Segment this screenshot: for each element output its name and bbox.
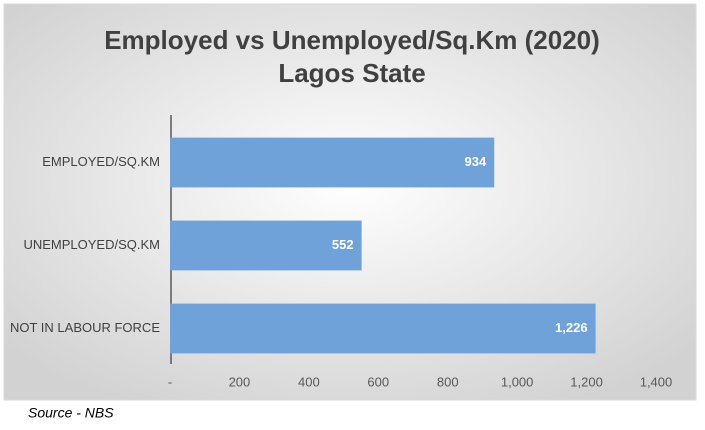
x-tick-label: 1,000 <box>501 374 534 389</box>
x-tick-label: 800 <box>437 374 459 389</box>
chart-subtitle: Lagos State <box>278 58 425 88</box>
data-label: 1,226 <box>555 320 588 335</box>
y-tick-label: UNEMPLOYED/SQ.KM <box>23 237 160 252</box>
bar <box>170 220 362 271</box>
chart-title: Employed vs Unemployed/Sq.Km (2020) <box>104 25 600 55</box>
bar <box>170 137 495 188</box>
data-label: 552 <box>332 237 354 252</box>
x-tick-label: - <box>168 374 172 389</box>
x-tick-label: 1,400 <box>640 374 673 389</box>
x-tick-label: 600 <box>367 374 389 389</box>
source-note: Source - NBS <box>28 405 114 421</box>
data-label: 934 <box>465 154 487 169</box>
x-tick-label: 1,200 <box>570 374 603 389</box>
y-tick-label: EMPLOYED/SQ.KM <box>42 154 160 169</box>
bar <box>170 303 596 354</box>
y-tick-label: NOT IN LABOUR FORCE <box>10 320 160 335</box>
x-tick-label: 200 <box>229 374 251 389</box>
x-tick-label: 400 <box>298 374 320 389</box>
